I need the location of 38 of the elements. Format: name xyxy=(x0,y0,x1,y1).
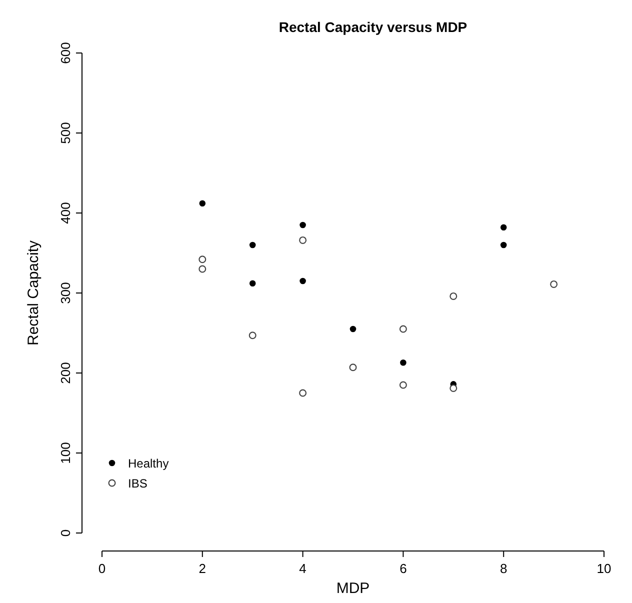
x-tick-label: 8 xyxy=(500,561,508,576)
point xyxy=(198,265,206,273)
legend-label: Healthy xyxy=(128,456,169,470)
chart-title: Rectal Capacity versus MDP xyxy=(278,19,468,35)
y-tick-label: 200 xyxy=(58,362,73,384)
x-tick-label: 10 xyxy=(596,561,612,576)
point xyxy=(199,200,206,207)
y-tick-label: 500 xyxy=(58,122,73,144)
x-tick-label: 4 xyxy=(299,561,306,576)
x-axis-title: MDP xyxy=(336,580,370,597)
point xyxy=(399,325,407,333)
x-tick-label: 2 xyxy=(198,561,206,576)
point xyxy=(248,332,256,340)
point xyxy=(500,224,507,231)
y-tick-label: 400 xyxy=(58,202,73,224)
legend-label: IBS xyxy=(128,476,148,490)
point xyxy=(450,384,458,392)
x-tick-label: 0 xyxy=(98,561,106,576)
y-tick-label: 300 xyxy=(58,282,73,304)
point xyxy=(400,359,406,366)
point xyxy=(249,280,256,287)
point xyxy=(399,381,407,389)
point xyxy=(350,326,356,332)
point xyxy=(299,389,307,397)
point xyxy=(249,242,256,248)
y-tick-label: 0 xyxy=(58,529,73,537)
point xyxy=(450,292,458,300)
y-tick-label: 100 xyxy=(58,442,73,464)
point xyxy=(300,222,306,228)
y-axis-title: Rectal Capacity xyxy=(25,240,42,346)
x-tick-label: 6 xyxy=(400,561,407,576)
point xyxy=(198,256,206,264)
point xyxy=(550,280,558,288)
point xyxy=(300,278,306,284)
point xyxy=(500,242,507,248)
point xyxy=(299,236,307,244)
y-tick-label: 600 xyxy=(58,42,73,64)
point xyxy=(349,364,357,372)
